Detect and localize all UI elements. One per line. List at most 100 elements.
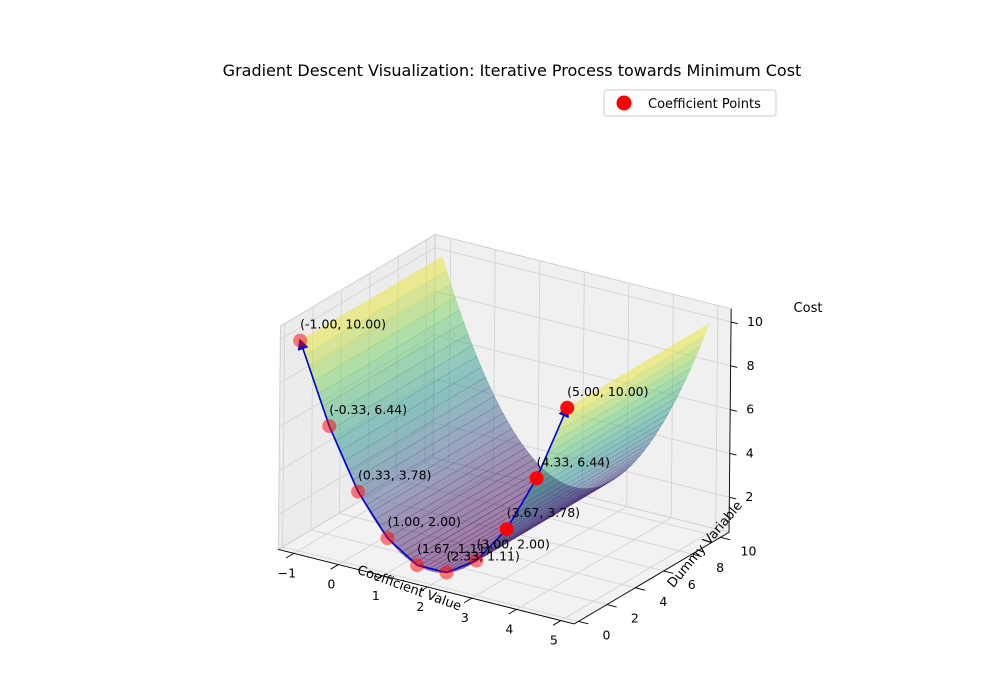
- surface-strip: [489, 459, 637, 550]
- z-tick-label: 8: [747, 358, 755, 373]
- grid-line: [471, 506, 627, 599]
- coefficient-point: [351, 484, 366, 499]
- axis-lines: [278, 308, 732, 625]
- y-tick-label: 10: [741, 543, 757, 558]
- surface-strip: [552, 346, 701, 443]
- legend-label: Coefficient Points: [648, 97, 761, 112]
- surface-strip: [543, 367, 692, 464]
- x-tick-labels: −1 0 1 2 3 4 5: [278, 552, 562, 648]
- legend-marker: [616, 95, 632, 111]
- z-axis-line: [728, 308, 732, 533]
- z-tick-mark: [730, 321, 738, 325]
- x-tick-mark: [330, 564, 339, 570]
- grid-line: [670, 294, 674, 518]
- surface-strip: [338, 366, 487, 462]
- point-annotation: (0.33, 3.78): [358, 468, 431, 483]
- coefficient-point: [439, 565, 454, 580]
- grid-line: [396, 479, 693, 555]
- z-tick-mark: [730, 409, 737, 412]
- grid-line: [282, 323, 286, 547]
- surface-strip: [467, 479, 615, 567]
- point-annotation: (-1.00, 10.00): [300, 317, 386, 332]
- y-axis-line: [574, 531, 730, 625]
- grid-line: [278, 422, 434, 515]
- x-tick-label: 5: [550, 633, 558, 648]
- z-tick-mark: [730, 365, 738, 368]
- x-tick-mark: [419, 586, 428, 592]
- grid-line: [424, 239, 428, 463]
- y-tick-mark: [692, 553, 703, 558]
- z-axis-label: Cost: [794, 301, 823, 316]
- grid-line: [279, 334, 435, 428]
- y-tick-label: 4: [659, 594, 667, 609]
- surface-strip: [516, 421, 664, 514]
- point-annotation: (3.67, 3.78): [507, 505, 580, 520]
- grid-line: [310, 306, 314, 531]
- grid-line: [626, 283, 630, 507]
- coefficient-point: [322, 419, 337, 434]
- coefficient-point: [529, 471, 544, 486]
- surface-strip: [369, 428, 517, 521]
- grid-line: [293, 461, 449, 554]
- grid-line: [367, 273, 371, 497]
- surface-strip: [400, 468, 548, 558]
- grid-line: [434, 290, 731, 367]
- x-tick-mark: [374, 575, 384, 581]
- x-tick-mark: [552, 620, 562, 626]
- x-tick-label: −1: [278, 565, 296, 580]
- x-axis-line: [278, 549, 575, 625]
- grid-line: [433, 422, 730, 498]
- legend-box: [603, 89, 777, 117]
- x-tick-label: 4: [505, 621, 513, 636]
- surface-strip: [485, 464, 633, 554]
- grid-line: [338, 472, 494, 565]
- point-annotation: (1.67, 1.11): [417, 541, 490, 556]
- cost-surface: [299, 256, 710, 573]
- coefficient-points: [293, 333, 575, 580]
- z-tick-labels: 2 4 6 8 10: [729, 314, 763, 504]
- coefficient-point: [560, 400, 575, 415]
- surface-strip: [391, 458, 539, 549]
- coefficient-point: [293, 333, 308, 348]
- legend: Coefficient Points: [603, 89, 777, 117]
- surface-strip: [365, 420, 513, 514]
- y-tick-label: 0: [603, 627, 611, 642]
- point-annotation: (5.00, 10.00): [567, 384, 648, 399]
- grid-line: [492, 249, 496, 473]
- y-tick-labels: 0 2 4 6 8 10: [578, 536, 757, 642]
- grid-line: [581, 271, 585, 496]
- coefficient-point: [380, 531, 395, 546]
- grid-line: [433, 378, 730, 454]
- point-annotation: (3.00, 2.00): [477, 537, 550, 552]
- z-tick-label: 6: [746, 402, 754, 417]
- surface-strip: [343, 376, 491, 472]
- y-tick-label: 6: [688, 577, 696, 592]
- grid-line: [448, 238, 452, 462]
- grid-line: [395, 256, 399, 480]
- surface-strip: [494, 454, 642, 545]
- surface-strip: [378, 441, 526, 533]
- coefficient-point: [410, 558, 425, 573]
- x-tick-mark: [463, 597, 473, 604]
- axes-panes: [277, 233, 732, 625]
- surface-strip: [395, 463, 544, 554]
- y-tick-mark: [663, 570, 674, 574]
- grid-line: [367, 496, 664, 572]
- grid-line: [715, 305, 719, 529]
- surface-strip: [462, 481, 610, 569]
- grid-line: [339, 512, 636, 589]
- z-tick-label: 4: [746, 445, 754, 460]
- point-annotation: (1.00, 2.00): [388, 514, 461, 529]
- surface-strip: [373, 435, 522, 527]
- grid-line: [280, 247, 436, 340]
- point-annotation: (-0.33, 6.44): [329, 402, 407, 417]
- surface-strip: [334, 356, 482, 452]
- x-tick-label: 2: [416, 599, 424, 614]
- grid-line: [424, 462, 721, 538]
- point-annotation: (4.33, 6.44): [537, 454, 610, 469]
- grid-line: [282, 546, 579, 622]
- grid-line: [279, 290, 435, 384]
- grid-line: [434, 334, 731, 411]
- grid-line: [516, 517, 672, 610]
- surface-strip: [453, 485, 601, 572]
